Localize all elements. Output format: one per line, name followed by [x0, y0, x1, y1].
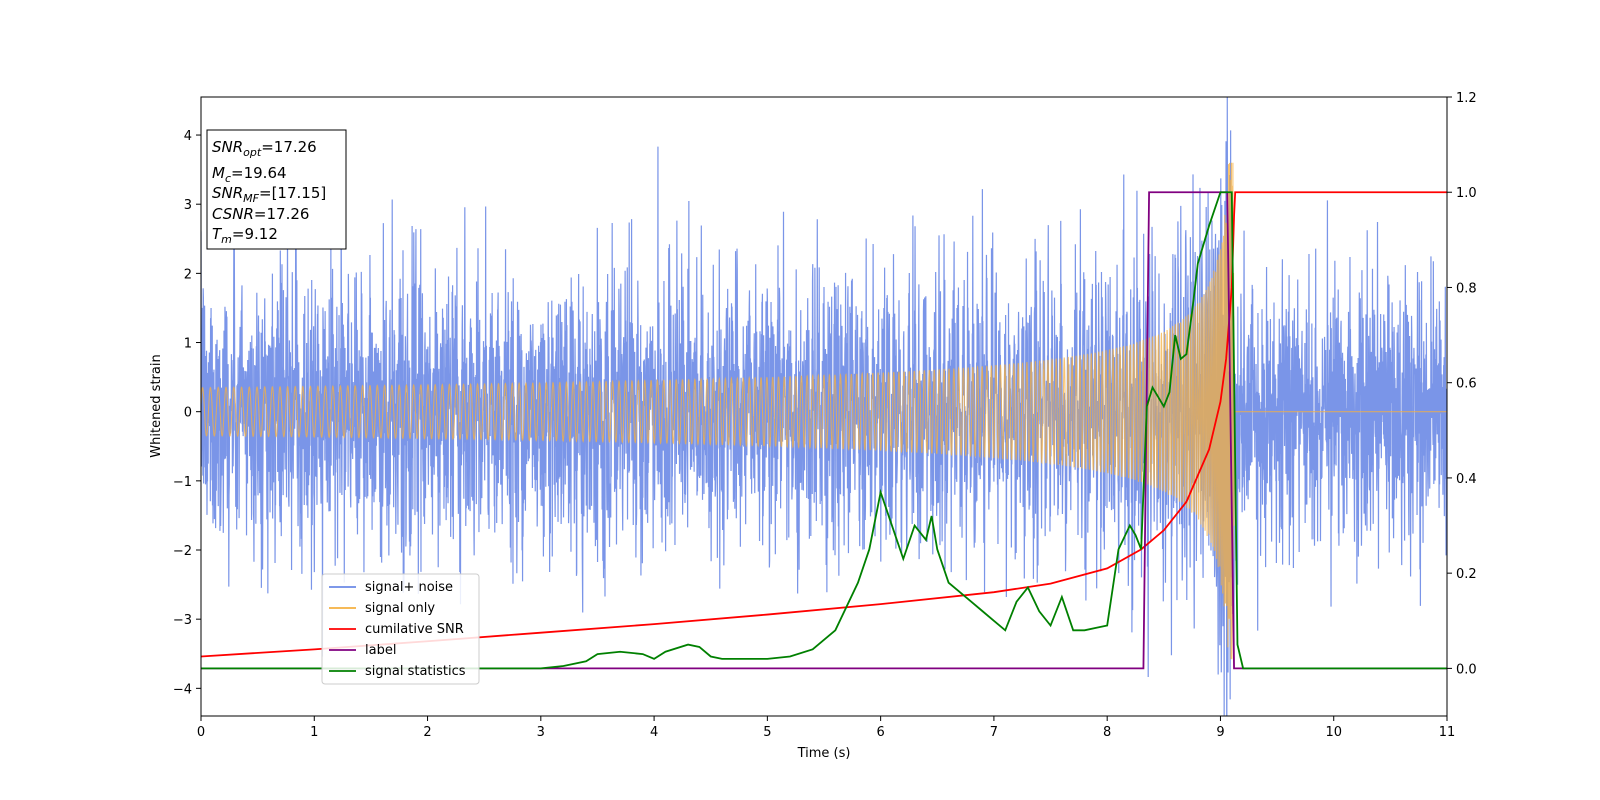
legend-label-4: signal statistics — [365, 664, 466, 679]
y-right-tick-label-6: 1.2 — [1456, 91, 1477, 106]
ticks-layer: 0 1 2 3 4 5 6 7 8 9 10 11 −4 −3 −2 −1 0 1 2 3 4 0.0 0.2 0.4 0.6 0… — [173, 91, 1477, 740]
x-tick-label-3: 3 — [537, 725, 545, 740]
y-left-tick-label-5: 1 — [184, 337, 192, 352]
y-right-tick-label-3: 0.6 — [1456, 377, 1477, 392]
x-tick-label-0: 0 — [197, 725, 205, 740]
y-left-tick-label-3: −1 — [173, 475, 192, 490]
x-tick-label-5: 5 — [763, 725, 771, 740]
annotation-line-0: SNRopt=17.26 — [212, 138, 317, 159]
y-right-tick-label-2: 0.4 — [1456, 472, 1477, 487]
y-left-tick-label-6: 2 — [184, 267, 192, 282]
x-tick-label-11: 11 — [1439, 725, 1456, 740]
annotation-line-3: CSNR=17.26 — [212, 205, 309, 223]
series-signal-statistics — [201, 191, 1447, 670]
y-axis-label: Whitened strain — [149, 354, 164, 457]
x-tick-label-9: 9 — [1216, 725, 1224, 740]
legend-label-0: signal+ noise — [365, 580, 453, 595]
plot-frame — [200, 96, 1448, 717]
legend-label-1: signal only — [365, 601, 435, 616]
legend-label-3: label — [365, 643, 396, 658]
x-tick-label-7: 7 — [990, 725, 998, 740]
legend: signal+ noise signal only cumilative SNR la… — [321, 573, 480, 685]
y-left-tick-label-2: −2 — [173, 544, 192, 559]
series-signal-only — [201, 162, 1447, 660]
y-left-tick-label-4: 0 — [184, 406, 192, 421]
x-tick-label-2: 2 — [423, 725, 431, 740]
y-left-tick-label-8: 4 — [184, 129, 192, 144]
x-axis-label: Time (s) — [797, 746, 851, 761]
annotation-line-4: Tm=9.12 — [212, 225, 278, 246]
annotation-line-2: SNRMF=[17.15] — [212, 184, 326, 205]
legend-label-2: cumilative SNR — [365, 622, 464, 637]
series-cumilative-snr — [201, 191, 1447, 658]
y-left-tick-label-0: −4 — [173, 682, 192, 697]
y-right-tick-label-4: 0.8 — [1456, 281, 1477, 296]
x-tick-label-1: 1 — [310, 725, 318, 740]
y-right-tick-label-5: 1.0 — [1456, 186, 1477, 201]
y-right-tick-label-0: 0.0 — [1456, 662, 1477, 677]
y-left-tick-label-7: 3 — [184, 198, 192, 213]
annotation-box: SNRopt=17.26 Mc=19.64SNRMF=[17.15]CSNR=17… — [206, 129, 347, 250]
series-layer — [201, 97, 1447, 716]
series-signal-noise — [201, 97, 1447, 716]
x-tick-label-10: 10 — [1325, 725, 1342, 740]
annotation-line-1: Mc=19.64 — [212, 164, 287, 185]
y-left-tick-label-1: −3 — [173, 613, 192, 628]
x-tick-label-4: 4 — [650, 725, 658, 740]
x-tick-label-8: 8 — [1103, 725, 1111, 740]
y-right-tick-label-1: 0.2 — [1456, 567, 1477, 582]
x-tick-label-6: 6 — [876, 725, 884, 740]
